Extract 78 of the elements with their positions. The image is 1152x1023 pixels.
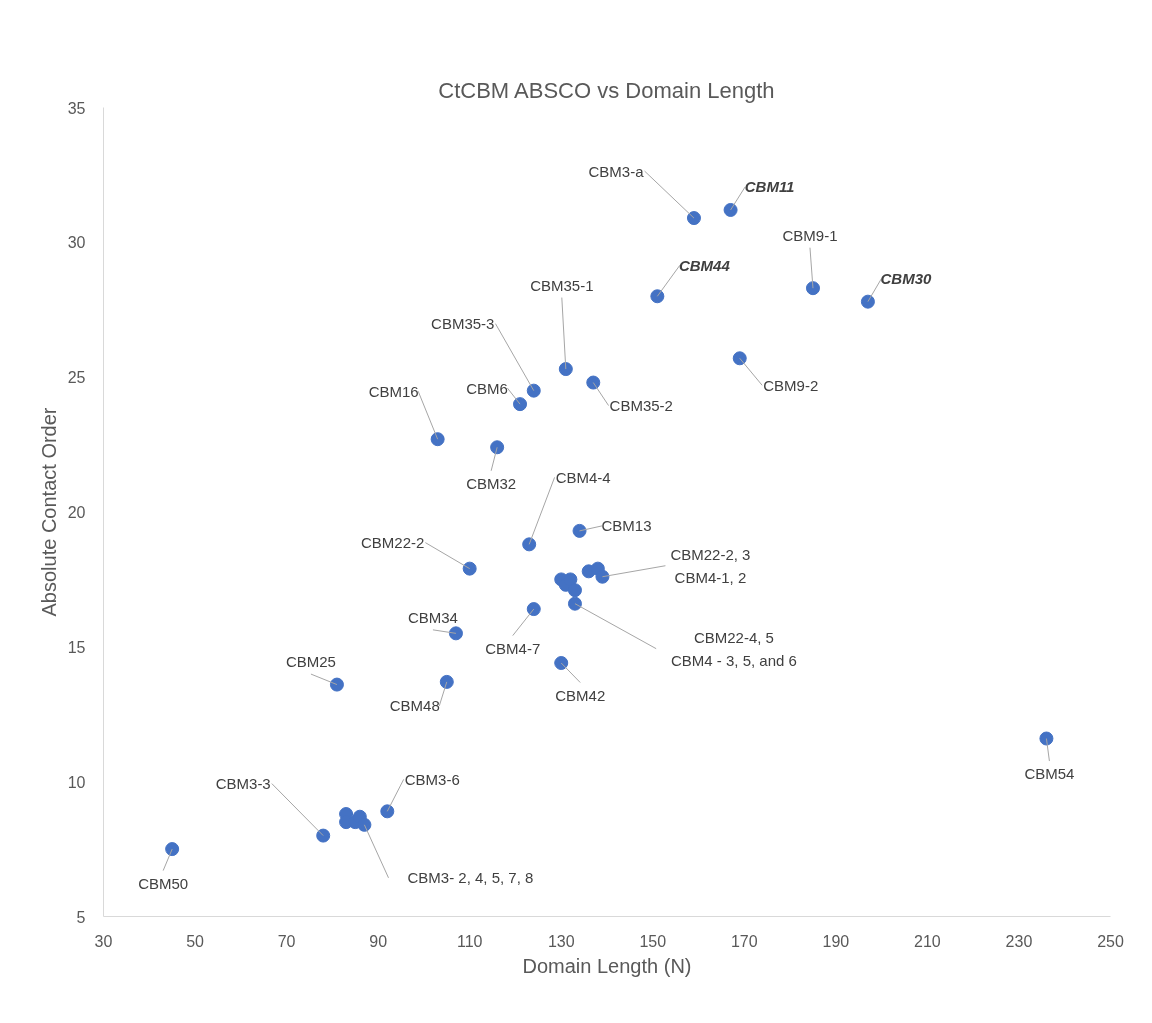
x-tick-label: 150: [639, 932, 667, 950]
point: [439, 674, 454, 689]
annotation: CBM25: [285, 653, 336, 671]
point: [448, 626, 463, 641]
x-tick-label: 170: [730, 932, 758, 950]
point: [650, 289, 665, 304]
point: [526, 602, 541, 617]
annotation: CBM6: [466, 379, 508, 397]
x-tick-label: 70: [277, 932, 296, 950]
point: [567, 596, 582, 611]
annotation: CBM35-1: [530, 276, 594, 294]
point: [723, 202, 738, 217]
annotation: CBM22-2, 3 CBM4-1, 2: [670, 545, 751, 586]
point: [567, 583, 582, 598]
x-tick-label: 90: [369, 932, 388, 950]
annotation: CBM3-3: [215, 775, 271, 793]
x-tick-label: 230: [1005, 932, 1033, 950]
annotation: CBM4-4: [555, 468, 611, 486]
chart-title: CtCBM ABSCO vs Domain Length: [438, 77, 775, 103]
point: [558, 362, 573, 377]
annotation: CBM32: [466, 474, 517, 492]
point: [462, 561, 477, 576]
annotation: CBM35-2: [609, 397, 673, 415]
annotation: CBM54: [1024, 765, 1075, 783]
point: [430, 432, 445, 447]
annotation: CBM3-a: [588, 162, 645, 180]
y-tick-label: 15: [67, 638, 86, 656]
point: [805, 281, 820, 296]
point: [513, 397, 528, 412]
point: [686, 211, 701, 226]
point: [732, 351, 747, 366]
annotation: CBM9-2: [763, 376, 819, 394]
point: [165, 842, 180, 857]
y-tick-label: 20: [67, 504, 86, 521]
point: [563, 572, 578, 587]
annotation: CBM30: [880, 270, 932, 288]
point: [380, 804, 395, 819]
point: [522, 537, 537, 552]
point: [490, 440, 505, 455]
annotation: CBM16: [368, 382, 419, 400]
y-tick-label: 35: [67, 99, 86, 117]
x-tick-label: 190: [822, 932, 850, 950]
annotation: CBM42: [555, 686, 606, 704]
annotation: CBM34: [407, 608, 458, 626]
annotation: CBM35-3: [431, 315, 495, 333]
annotation: CBM4-7: [485, 639, 541, 657]
x-tick-label: 30: [94, 932, 113, 950]
annotation: CBM11: [744, 178, 795, 196]
y-tick-label: 5: [76, 908, 86, 926]
point: [526, 383, 541, 398]
annotation: CBM44: [678, 256, 731, 274]
point: [586, 375, 601, 390]
y-tick-label: 30: [67, 234, 86, 252]
x-tick-label: 210: [914, 932, 941, 950]
annotation: CBM22-2: [361, 534, 425, 552]
point: [554, 656, 569, 670]
point: [329, 677, 344, 692]
annotation: CBM22-4, 5 CBM4 - 3, 5, and 6: [671, 628, 797, 669]
annotation: CBM50: [138, 874, 189, 892]
x-tick-label: 110: [456, 932, 483, 950]
annotation: CBM48: [389, 697, 440, 715]
point: [1039, 731, 1054, 746]
point: [357, 817, 372, 832]
x-tick-label: 50: [186, 932, 205, 950]
y-axis-title: Absolute Contact Order: [37, 407, 60, 617]
point: [860, 294, 875, 309]
x-axis-title: Domain Length (N): [522, 954, 692, 977]
x-tick-label: 130: [547, 932, 575, 950]
point: [572, 523, 587, 538]
annotation: CBM13: [601, 517, 652, 535]
point: [595, 569, 610, 584]
annotation: CBM3- 2, 4, 5, 7, 8: [407, 869, 534, 887]
y-tick-label: 25: [67, 369, 86, 387]
y-tick-label: 10: [67, 773, 86, 791]
annotation: CBM9-1: [782, 226, 838, 244]
point: [316, 828, 331, 843]
x-tick-label: 250: [1097, 932, 1124, 950]
annotation: CBM3-6: [404, 770, 460, 788]
